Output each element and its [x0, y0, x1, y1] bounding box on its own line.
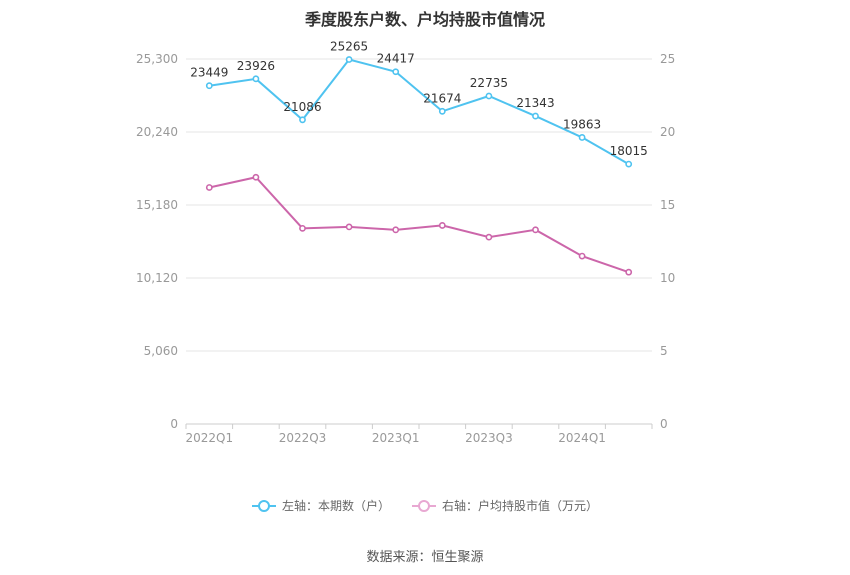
data-label: 23926 [237, 59, 275, 73]
right-tick-label: 10 [660, 271, 675, 285]
series-point-0 [252, 75, 260, 83]
series-line-0 [209, 58, 630, 165]
chart-title: 季度股东户数、户均持股市值情况 [304, 10, 545, 29]
data-labels: 23449 23926 21086 25265 24417 21674 22735 21343… [190, 40, 648, 159]
series-point-0 [345, 56, 353, 63]
right-tick-label: 5 [660, 344, 668, 358]
left-tick-label: 20,240 [136, 125, 178, 139]
series-point-1 [578, 252, 586, 260]
data-label: 22735 [470, 76, 508, 90]
data-label: 21674 [423, 91, 461, 105]
left-tick-label: 25,300 [136, 52, 178, 66]
series-point-0 [485, 92, 493, 100]
series-point-1 [299, 224, 306, 232]
data-label: 21343 [516, 96, 554, 110]
right-tick-label: 15 [660, 198, 675, 212]
legend-swatch-holders [251, 499, 276, 513]
series-line-1 [209, 176, 630, 274]
data-label: 23449 [190, 66, 228, 80]
left-tick-label: 15,180 [136, 198, 178, 212]
series-point-0 [578, 134, 586, 141]
series-point-1 [205, 184, 213, 191]
series-point-1 [438, 222, 446, 229]
series-points [205, 56, 633, 276]
series-point-0 [392, 68, 400, 76]
right-tick-label: 25 [660, 52, 675, 66]
data-label: 21086 [283, 100, 321, 114]
series-point-0 [205, 82, 213, 90]
series-point-1 [345, 223, 353, 231]
data-label: 25265 [330, 40, 368, 54]
x-tick-label: 2022Q3 [279, 431, 327, 445]
series-point-1 [392, 226, 400, 234]
grid-lines [186, 58, 652, 352]
data-label: 18015 [610, 144, 648, 158]
right-tick-label: 20 [660, 125, 675, 139]
left-tick-label: 0 [170, 417, 178, 431]
legend-label-avg-value: 右轴：户均持股市值（万元） [442, 499, 599, 513]
right-tick-label: 0 [660, 417, 668, 431]
legend-item-holders[interactable]: 左轴：本期数（户） [251, 497, 390, 514]
legend: 左轴：本期数（户） 右轴：户均持股市值（万元） [0, 497, 850, 514]
data-source: 数据来源：恒生聚源 [366, 550, 484, 565]
series-point-1 [485, 233, 493, 241]
line-chart: 0 5,060 10,120 15,180 20,240 25,300 0 5 10 15 20 25… [136, 40, 675, 445]
legend-label-holders: 左轴：本期数（户） [281, 499, 390, 513]
data-label: 19863 [563, 117, 601, 131]
x-tick-label: 2023Q1 [372, 431, 420, 445]
series-point-0 [532, 112, 539, 120]
data-label: 24417 [377, 52, 415, 66]
axes: 0 5,060 10,120 15,180 20,240 25,300 0 5 10 15 20 25… [136, 52, 675, 445]
series-point-1 [532, 226, 539, 234]
left-tick-label: 5,060 [144, 344, 178, 358]
series-point-0 [438, 107, 446, 115]
series-lines [209, 58, 630, 274]
x-tick-label: 2022Q1 [185, 431, 233, 445]
series-point-0 [299, 116, 306, 124]
left-tick-label: 10,120 [136, 271, 178, 285]
x-tick-label: 2024Q1 [558, 431, 606, 445]
x-tick-label: 2023Q3 [465, 431, 513, 445]
series-point-0 [625, 160, 633, 168]
series-point-1 [625, 268, 633, 276]
series-point-1 [252, 173, 260, 181]
legend-swatch-avg-value [412, 499, 436, 513]
legend-item-avg-value[interactable]: 右轴：户均持股市值（万元） [412, 497, 598, 514]
